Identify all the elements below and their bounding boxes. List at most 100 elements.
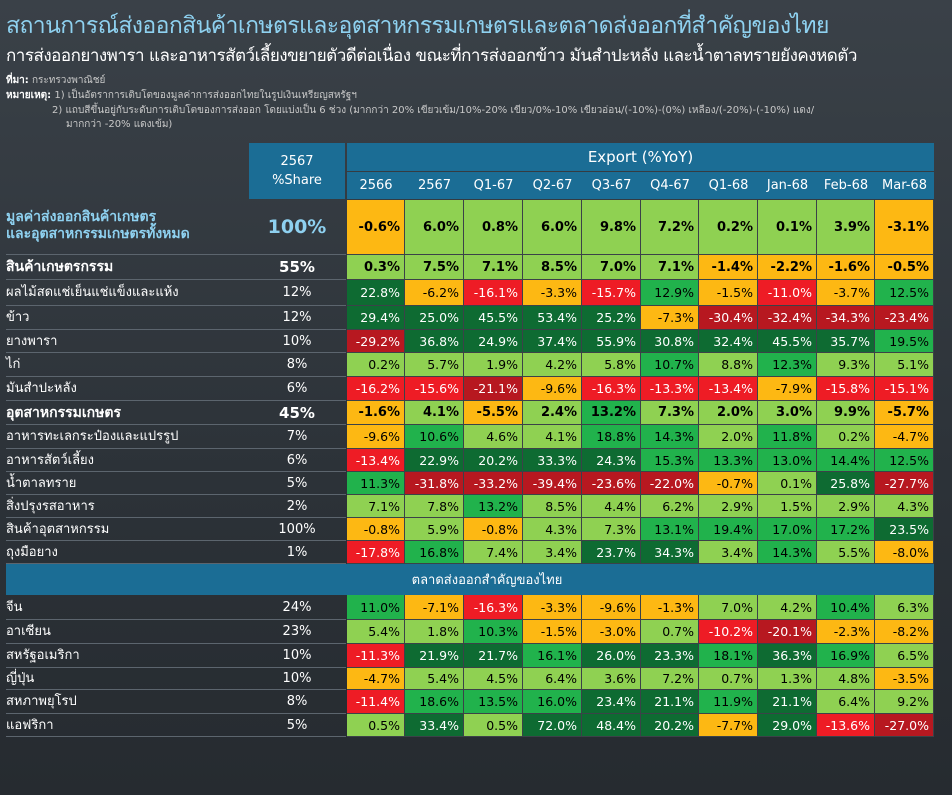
data-cell: -8.0% — [875, 541, 934, 564]
data-cell: 8.5% — [523, 255, 582, 280]
data-cell: 36.8% — [405, 330, 464, 353]
row-share: 45% — [279, 404, 315, 422]
data-cell: 13.2% — [582, 401, 641, 425]
data-cell: -9.6% — [523, 377, 582, 401]
data-cell: -9.6% — [582, 595, 641, 620]
data-cell: 22.9% — [405, 449, 464, 472]
data-cell: -1.6% — [817, 255, 875, 280]
data-cell: 2.9% — [817, 495, 875, 518]
data-cell: 0.2% — [347, 353, 405, 377]
row-label-line: และอุตสาหกรรมเกษตรทั้งหมด — [6, 226, 190, 242]
row-label: ผลไม้สดแช่เย็นแช่แข็งและแห้ง — [6, 285, 179, 300]
data-cell: -29.2% — [347, 330, 405, 353]
row-divider — [6, 254, 346, 255]
data-cell: -6.2% — [405, 280, 464, 306]
data-cell: 1.9% — [464, 353, 523, 377]
data-cell: 11.0% — [347, 595, 405, 620]
data-cell: 6.0% — [405, 200, 464, 255]
row-label: อาเซียน — [6, 624, 51, 639]
data-cell: 37.4% — [523, 330, 582, 353]
data-cell: -31.8% — [405, 472, 464, 495]
data-cell: 18.6% — [405, 690, 464, 714]
row-divider — [6, 352, 346, 353]
row-share: 10% — [282, 334, 312, 349]
data-cell: -27.7% — [875, 472, 934, 495]
data-cell: -16.3% — [464, 595, 523, 620]
data-cell: 13.3% — [699, 449, 758, 472]
data-cell: 32.4% — [699, 330, 758, 353]
data-cell: -1.5% — [523, 620, 582, 644]
data-cell: 5.7% — [405, 353, 464, 377]
row-label: อาหารสัตว์เลี้ยง — [6, 453, 95, 468]
data-cell: 0.5% — [464, 714, 523, 737]
data-cell: 0.3% — [347, 255, 405, 280]
data-cell: 7.1% — [641, 255, 699, 280]
data-cell: -16.2% — [347, 377, 405, 401]
data-cell: -4.7% — [347, 668, 405, 690]
data-cell: 23.5% — [875, 518, 934, 541]
data-cell: 17.2% — [817, 518, 875, 541]
data-cell: -4.7% — [875, 425, 934, 449]
row-divider — [6, 471, 346, 472]
data-cell: 33.4% — [405, 714, 464, 737]
data-cell: 22.8% — [347, 280, 405, 306]
row-label: ไก่ — [6, 357, 21, 372]
data-cell: -0.5% — [875, 255, 934, 280]
data-cell: -27.0% — [875, 714, 934, 737]
data-cell: -3.3% — [523, 280, 582, 306]
data-cell: 21.1% — [758, 690, 817, 714]
data-cell: 18.1% — [699, 644, 758, 668]
data-cell: 7.2% — [641, 200, 699, 255]
row-share: 23% — [282, 624, 312, 639]
row-label: มูลค่าส่งออกสินค้าเกษตร และอุตสาหกรรมเกษต… — [6, 209, 190, 243]
row-share: 12% — [282, 310, 312, 325]
row-share: 8% — [286, 694, 308, 709]
data-cell: -9.6% — [347, 425, 405, 449]
data-cell: 7.5% — [405, 255, 464, 280]
data-cell: 19.4% — [699, 518, 758, 541]
data-cell: 15.3% — [641, 449, 699, 472]
section-band — [6, 564, 934, 595]
data-cell: -15.1% — [875, 377, 934, 401]
row-label: ญี่ปุ่น — [6, 671, 35, 686]
row-share: 100% — [278, 522, 316, 537]
data-cell: 9.2% — [875, 690, 934, 714]
data-cell: 6.5% — [875, 644, 934, 668]
column-header-q1-68: Q1-68 — [708, 178, 749, 193]
data-cell: 0.1% — [758, 200, 817, 255]
data-cell: 0.7% — [699, 668, 758, 690]
data-cell: -2.2% — [758, 255, 817, 280]
data-cell: 9.3% — [817, 353, 875, 377]
data-cell: 20.2% — [464, 449, 523, 472]
data-cell: 19.5% — [875, 330, 934, 353]
data-cell: -1.5% — [699, 280, 758, 306]
remark-2a: 2) แถบสีขึ้นอยู่กับระดับการเติบโตของการส… — [52, 105, 815, 116]
column-header-q1-67: Q1-67 — [473, 178, 514, 193]
data-cell: 12.9% — [641, 280, 699, 306]
row-label-line: มูลค่าส่งออกสินค้าเกษตร — [6, 209, 157, 225]
data-cell: 11.8% — [758, 425, 817, 449]
data-cell: -1.4% — [699, 255, 758, 280]
data-cell: 4.1% — [405, 401, 464, 425]
share-header: 2567 %Share — [249, 143, 345, 199]
row-label: ข้าว — [6, 310, 30, 325]
data-cell: 6.4% — [523, 668, 582, 690]
data-cell: 1.3% — [758, 668, 817, 690]
data-cell: 13.0% — [758, 449, 817, 472]
row-divider — [6, 736, 346, 737]
data-cell: -5.7% — [875, 401, 934, 425]
remark-note: หมายเหตุ: 1) เป็นอัตราการเติบโตของมูลค่า… — [6, 88, 357, 103]
row-divider — [6, 517, 346, 518]
data-cell: -11.0% — [758, 280, 817, 306]
data-cell: 23.4% — [582, 690, 641, 714]
data-cell: 3.4% — [523, 541, 582, 564]
data-cell: -3.1% — [875, 200, 934, 255]
chart-title: สถานการณ์ส่งออกสินค้าเกษตรและอุตสาหกรรมเ… — [6, 13, 829, 39]
data-cell: -13.4% — [699, 377, 758, 401]
data-cell: 7.0% — [582, 255, 641, 280]
data-cell: 4.3% — [875, 495, 934, 518]
data-cell: 35.7% — [817, 330, 875, 353]
data-cell: 5.9% — [405, 518, 464, 541]
data-cell: -30.4% — [699, 306, 758, 330]
data-cell: -16.1% — [464, 280, 523, 306]
